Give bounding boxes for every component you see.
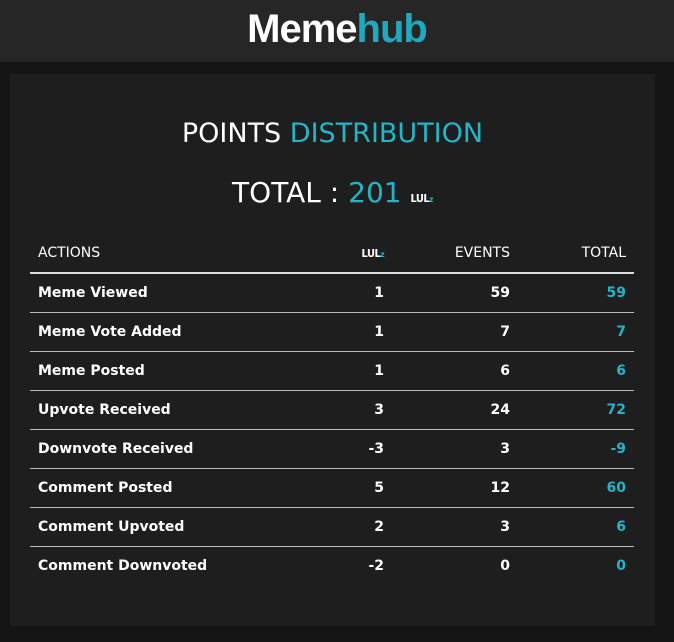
lul-cell: -2 [368,558,384,574]
table-row: Comment Posted 5 12 60 [30,468,634,508]
memehub-logo[interactable]: Memehub [247,6,428,51]
lul-cell: 3 [271,390,392,430]
events-cell: 3 [392,507,518,547]
events-cell: 7 [392,312,518,352]
table-row: Meme Vote Added 1 7 7 [30,312,634,352]
total-points: TOTAL : 201 LULz [232,176,433,209]
lulz-unit: LULz [410,192,433,205]
events-cell: 6 [392,351,518,391]
events-cell: 0 [500,558,510,574]
top-bar: Memehub [0,0,674,62]
action-cell: Comment Downvoted [38,558,208,574]
table-row: Upvote Received 3 24 72 [30,390,634,430]
action-cell: Downvote Received [30,429,271,469]
lul-cell: -3 [271,429,392,469]
action-cell: Upvote Received [30,390,271,430]
points-table: ACTIONS LULz EVENTS TOTAL Meme Viewed 1 59… [30,234,634,585]
action-cell: Comment Upvoted [30,507,271,547]
lul-cell: 1 [271,312,392,352]
page-title: POINTS DISTRIBUTION [181,118,484,149]
total-cell: 60 [518,468,634,508]
events-cell: 3 [392,429,518,469]
lul-cell: 5 [271,468,392,508]
total-cell: 6 [518,351,634,391]
total-cell: 6 [518,507,634,547]
lul-cell: 1 [271,351,392,391]
table-row: Comment Upvoted 2 3 6 [30,507,634,547]
points-panel: POINTS DISTRIBUTION TOTAL : 201 LULz ACT… [10,74,655,626]
action-cell: Comment Posted [30,468,271,508]
action-cell: Meme Viewed [30,273,271,313]
action-cell: Meme Vote Added [30,312,271,352]
table-row: Meme Viewed 1 59 59 [30,273,634,313]
header-events: EVENTS [392,234,518,274]
total-cell: 59 [518,273,634,313]
total-cell: -9 [518,429,634,469]
lul-cell: 1 [271,273,392,313]
action-cell: Meme Posted [30,351,271,391]
header-actions: ACTIONS [30,234,271,274]
events-cell: 24 [392,390,518,430]
lul-cell: 2 [271,507,392,547]
total-cell: 72 [518,390,634,430]
table-row: Meme Posted 1 6 6 [30,351,634,391]
total-cell: 7 [518,312,634,352]
table-row: Downvote Received -3 3 -9 [30,429,634,469]
total-cell: 0 [616,558,626,574]
header-total: TOTAL [518,234,634,274]
header-lul: LULz [271,234,392,274]
total-value: 201 [348,176,402,209]
events-cell: 12 [392,468,518,508]
table-row: Comment Downvoted -2 0 0 [30,547,634,586]
events-cell: 59 [392,273,518,313]
table-header: ACTIONS LULz EVENTS TOTAL [30,234,634,274]
